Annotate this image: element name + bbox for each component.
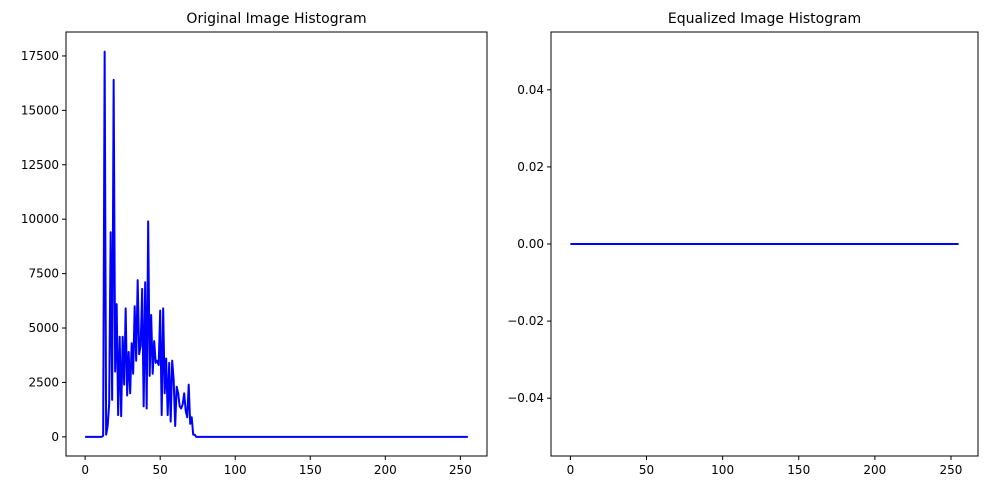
original-x-tick-label: 100 bbox=[224, 463, 247, 477]
equalized-y-tick-label: 0.02 bbox=[517, 160, 544, 174]
original-chart-title: Original Image Histogram bbox=[186, 11, 366, 27]
original-y-tick-label: 17500 bbox=[21, 49, 59, 63]
original-x-tick-label: 50 bbox=[153, 463, 168, 477]
original-y-tick-label: 7500 bbox=[28, 267, 59, 281]
original-x-tick-label: 250 bbox=[449, 463, 472, 477]
equalized-x-tick-label: 250 bbox=[940, 463, 963, 477]
chart-equalized-histogram: 0 50 100 150 200 250 −0.04 −0.02 0.00 0.02 0.04 Equ… bbox=[507, 11, 979, 477]
original-y-tick-label: 12500 bbox=[21, 158, 59, 172]
original-x-tick-label: 150 bbox=[299, 463, 322, 477]
equalized-chart-title: Equalized Image Histogram bbox=[668, 11, 861, 27]
original-x-tick-label: 0 bbox=[81, 463, 89, 477]
equalized-x-tick-label: 50 bbox=[639, 463, 654, 477]
original-series-line-0 bbox=[85, 50, 468, 438]
equalized-y-tick-label: −0.04 bbox=[507, 391, 544, 405]
equalized-y-tick-label: −0.02 bbox=[507, 314, 544, 328]
original-y-tick-label: 0 bbox=[51, 430, 59, 444]
equalized-y-tick-label: 0.04 bbox=[517, 83, 544, 97]
equalized-x-tick-label: 0 bbox=[567, 463, 575, 477]
equalized-x-tick-label: 150 bbox=[787, 463, 810, 477]
original-x-tick-label: 200 bbox=[374, 463, 397, 477]
original-axes-frame bbox=[65, 31, 488, 457]
equalized-x-tick-label: 200 bbox=[863, 463, 886, 477]
original-y-tick-label: 15000 bbox=[21, 103, 59, 117]
original-y-tick-label: 2500 bbox=[28, 375, 59, 389]
original-y-tick-label: 5000 bbox=[28, 321, 59, 335]
equalized-y-tick-label: 0.00 bbox=[517, 237, 544, 251]
chart-original-histogram: 0 50 100 150 200 2500250050007500100001250015… bbox=[21, 11, 488, 477]
original-y-tick-label: 10000 bbox=[21, 212, 59, 226]
equalized-x-tick-label: 100 bbox=[711, 463, 734, 477]
